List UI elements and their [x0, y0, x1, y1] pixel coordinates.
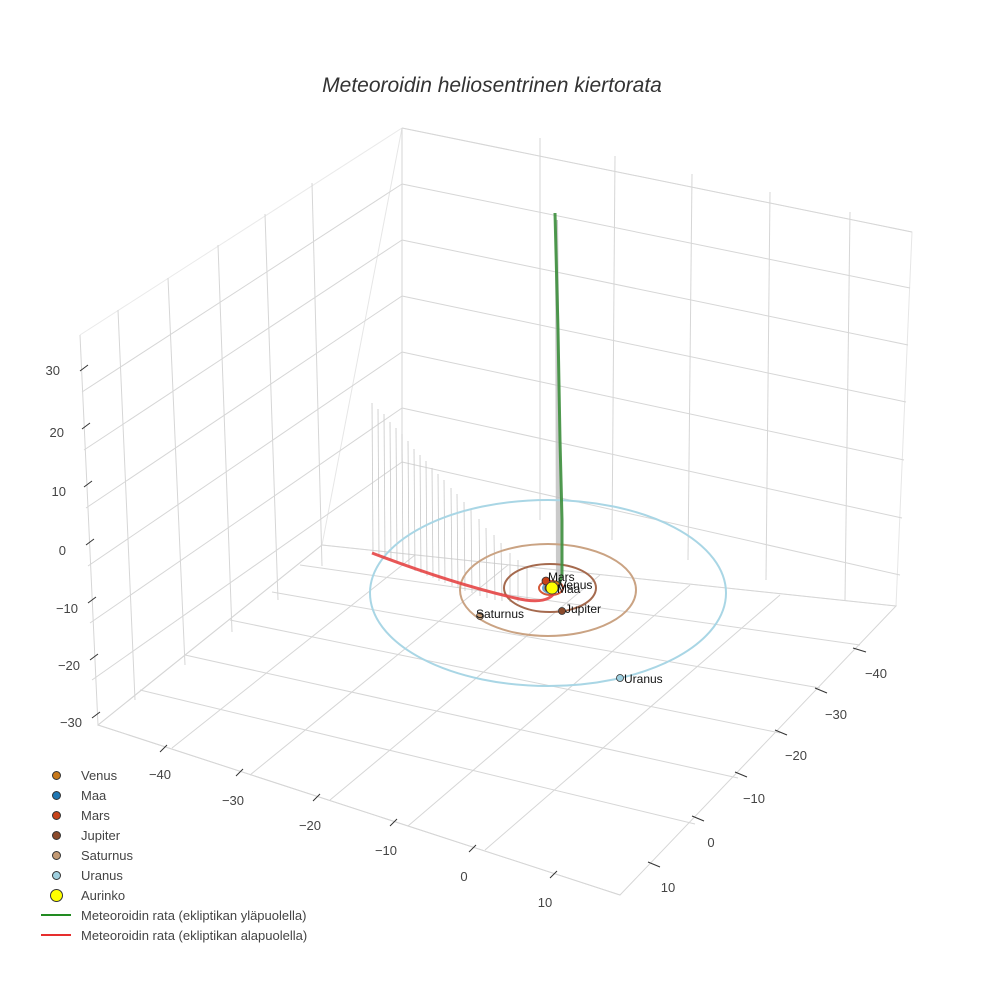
green-trajectory: [553, 212, 564, 591]
jupiter-marker: [558, 607, 566, 615]
svg-text:Jupiter: Jupiter: [565, 602, 601, 616]
svg-text:0: 0: [707, 835, 714, 850]
legend-item-red-trajectory[interactable]: Meteoroidin rata (ekliptikan alapuolella…: [38, 925, 307, 945]
chart-title: Meteoroidin heliosentrinen kiertorata: [322, 74, 662, 97]
jupiter-orbit: [503, 563, 597, 613]
x-axis-labels: −40 −30 −20 −10 0 10: [149, 767, 552, 910]
planet-labels: Mars Venus Maa Jupiter Saturnus Uranus: [476, 570, 663, 686]
mars-dot-icon: [51, 810, 61, 820]
svg-text:Maa: Maa: [557, 582, 581, 596]
z-axis-labels: 30 20 10 0 −10 −20 −30: [46, 363, 82, 730]
legend: Venus Maa Mars Jupiter Saturnus Uranus A…: [38, 765, 307, 945]
svg-text:30: 30: [46, 363, 60, 378]
orbits: [369, 499, 727, 687]
svg-text:−10: −10: [743, 791, 765, 806]
drop-lines: [371, 402, 528, 602]
svg-text:0: 0: [59, 543, 66, 558]
red-line-icon: [41, 934, 71, 936]
svg-text:−30: −30: [825, 707, 847, 722]
venus-dot-icon: [51, 770, 61, 780]
svg-text:−40: −40: [865, 666, 887, 681]
green-line-icon: [41, 914, 71, 916]
svg-text:−20: −20: [785, 748, 807, 763]
svg-text:10: 10: [661, 880, 675, 895]
saturnus-dot-icon: [51, 850, 61, 860]
maa-dot-icon: [51, 790, 61, 800]
svg-text:Venus: Venus: [559, 578, 592, 592]
svg-text:−10: −10: [375, 843, 397, 858]
svg-text:Saturnus: Saturnus: [476, 607, 524, 621]
svg-text:−20: −20: [299, 818, 321, 833]
legend-item-uranus[interactable]: Uranus: [38, 865, 307, 885]
svg-text:Mars: Mars: [548, 570, 575, 584]
svg-text:20: 20: [50, 425, 64, 440]
legend-item-saturnus[interactable]: Saturnus: [38, 845, 307, 865]
svg-text:−40: −40: [149, 767, 171, 782]
y-axis-labels: −40 −30 −20 −10 0 10: [661, 666, 887, 895]
grid-floor: [96, 544, 898, 896]
planet-markers: [476, 576, 624, 682]
grid-left-wall: [79, 127, 403, 726]
legend-item-venus[interactable]: Venus: [38, 765, 307, 785]
saturnus-marker: [476, 612, 484, 620]
aurinko-dot-icon: [49, 888, 63, 902]
svg-text:Uranus: Uranus: [624, 672, 663, 686]
x-axis: [159, 744, 558, 879]
svg-text:−30: −30: [60, 715, 82, 730]
svg-text:−10: −10: [56, 601, 78, 616]
legend-item-aurinko[interactable]: Aurinko: [38, 885, 307, 905]
jupiter-dot-icon: [51, 830, 61, 840]
legend-item-maa[interactable]: Maa: [38, 785, 307, 805]
svg-text:−20: −20: [58, 658, 80, 673]
saturnus-orbit: [459, 543, 637, 637]
legend-item-mars[interactable]: Mars: [38, 805, 307, 825]
svg-text:10: 10: [52, 484, 66, 499]
svg-text:−30: −30: [222, 793, 244, 808]
y-axis: [647, 647, 867, 868]
uranus-marker: [616, 674, 624, 682]
z-axis: [79, 364, 101, 719]
legend-item-jupiter[interactable]: Jupiter: [38, 825, 307, 845]
legend-item-green-trajectory[interactable]: Meteoroidin rata (ekliptikan yläpuolella…: [38, 905, 307, 925]
uranus-dot-icon: [51, 870, 61, 880]
red-trajectory: [371, 551, 558, 603]
uranus-orbit: [369, 499, 727, 687]
svg-text:10: 10: [538, 895, 552, 910]
aurinko-marker: [545, 581, 559, 595]
svg-text:0: 0: [460, 869, 467, 884]
